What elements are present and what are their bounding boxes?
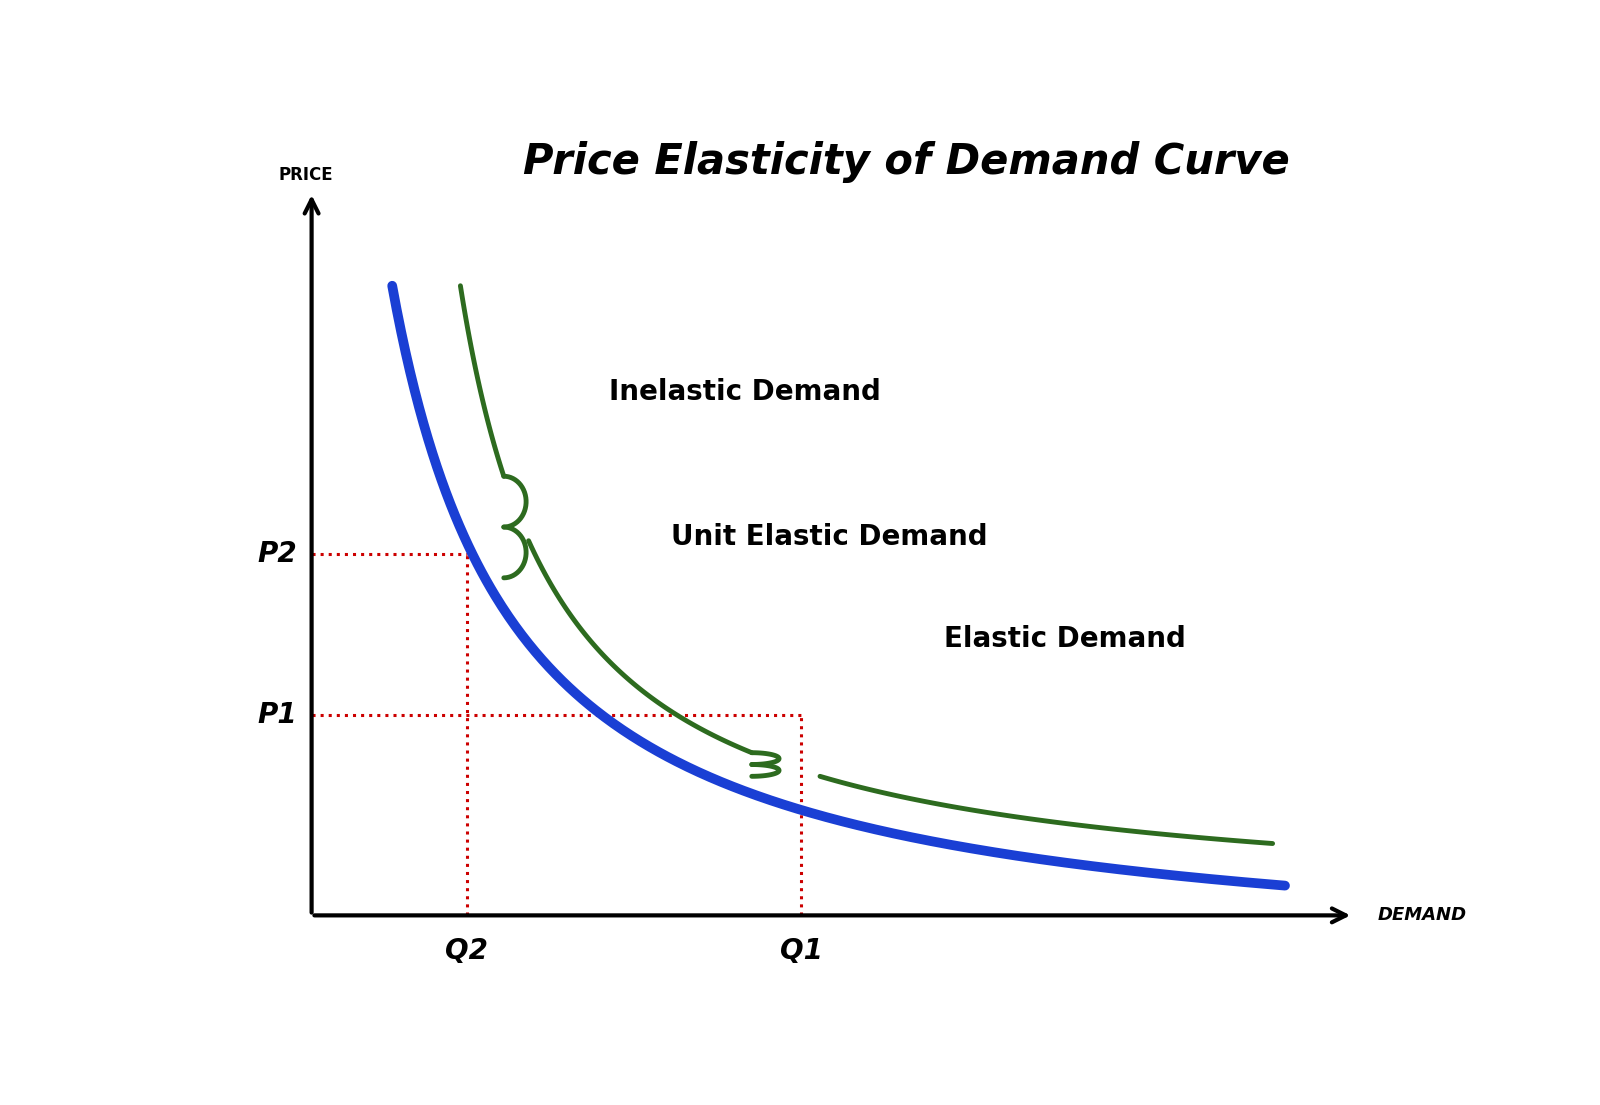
Text: Unit Elastic Demand: Unit Elastic Demand <box>672 523 987 550</box>
Text: Price Elasticity of Demand Curve: Price Elasticity of Demand Curve <box>523 141 1290 183</box>
Text: Inelastic Demand: Inelastic Demand <box>610 378 882 407</box>
Text: P1: P1 <box>258 702 296 729</box>
Text: Elastic Demand: Elastic Demand <box>944 624 1186 653</box>
Text: P2: P2 <box>258 539 296 568</box>
Text: PRICE: PRICE <box>278 166 333 183</box>
Text: Q2: Q2 <box>445 937 488 965</box>
Text: Q1: Q1 <box>779 937 822 965</box>
Text: DEMAND: DEMAND <box>1378 906 1467 925</box>
